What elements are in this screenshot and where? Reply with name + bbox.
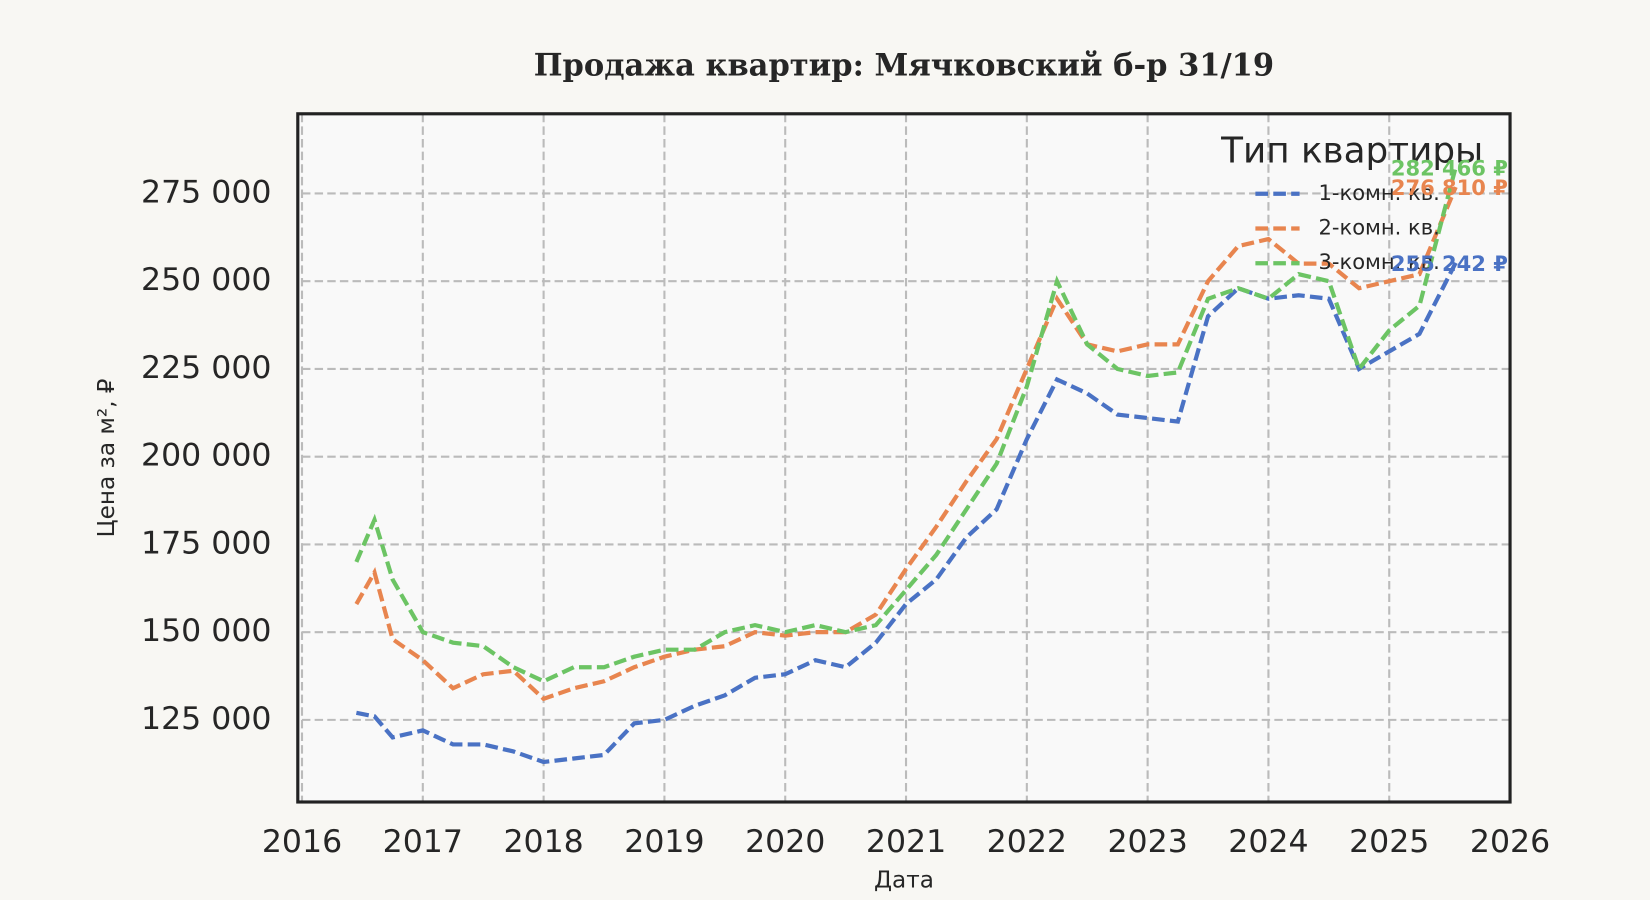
legend-label: 3-комн. кв. [1319, 249, 1440, 274]
end-value-label: 282 466 ₽ [1391, 155, 1508, 180]
x-tick-label: 2018 [503, 824, 583, 860]
x-tick-label: 2024 [1228, 824, 1308, 860]
x-tick-label: 2022 [987, 824, 1067, 860]
y-tick-label: 275 000 [141, 174, 271, 210]
x-tick-label: 2017 [383, 824, 463, 860]
x-axis-label: Дата [874, 867, 934, 893]
legend: 1-комн. кв. 2-комн. кв. 3-комн. кв. [1255, 180, 1440, 274]
x-tick-label: 2021 [866, 824, 946, 860]
y-tick-label: 225 000 [141, 350, 271, 386]
chart-title: Продажа квартир: Мячковский б-р 31/19 [534, 47, 1274, 83]
plot-area [297, 113, 1511, 802]
end-value-label: 255 242 ₽ [1391, 251, 1508, 276]
legend-label: 1-комн. кв. [1319, 180, 1440, 205]
x-tick-label: 2025 [1349, 824, 1429, 860]
lines [354, 166, 1458, 765]
x-tick-label: 2016 [262, 824, 342, 860]
y-axis-label: Цена за м², ₽ [94, 378, 120, 537]
series-line [354, 186, 1458, 702]
x-tick-label: 2019 [624, 824, 704, 860]
legend-label: 2-комн. кв. [1319, 214, 1440, 239]
y-tick-label: 200 000 [141, 438, 271, 474]
series-line [354, 166, 1458, 684]
y-tick-label: 175 000 [141, 525, 271, 561]
end-value-label: 276 810 ₽ [1391, 175, 1508, 200]
y-tick-label: 250 000 [141, 262, 271, 298]
x-tick-label: 2026 [1470, 824, 1550, 860]
y-tick-label: 125 000 [141, 701, 271, 737]
plot-frame [296, 112, 1512, 804]
y-tick-label: 150 000 [141, 613, 271, 649]
legend-title: Тип квартиры [1220, 131, 1483, 172]
x-tick-label: 2020 [745, 824, 825, 860]
x-tick-label: 2023 [1107, 824, 1187, 860]
